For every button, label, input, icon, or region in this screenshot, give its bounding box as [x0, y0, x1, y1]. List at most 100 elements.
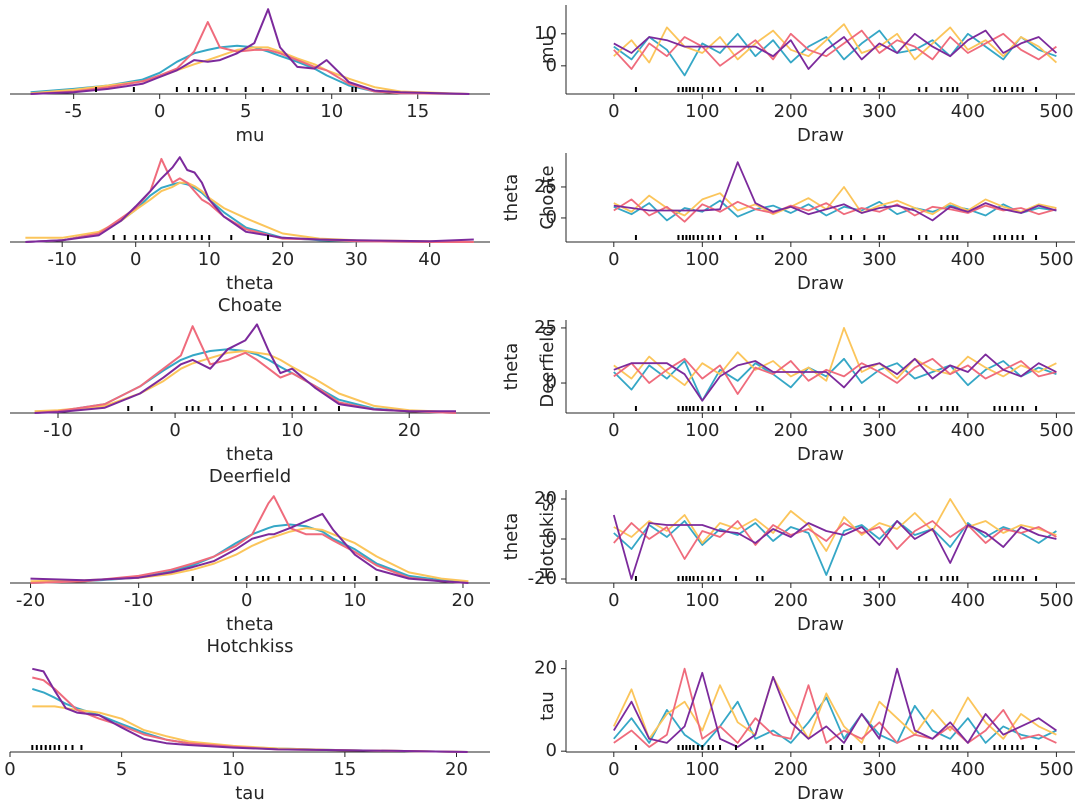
x-tick-label: 0	[608, 249, 619, 270]
y-tick-label: 0	[546, 528, 557, 549]
x-axis-label: mu	[236, 125, 265, 146]
x-tick-label: 30	[345, 249, 368, 270]
x-tick-label: 400	[951, 101, 985, 122]
chain-line	[612, 514, 1057, 580]
chain-line	[613, 161, 1057, 222]
chain-line	[25, 157, 474, 243]
chain-line	[613, 199, 1057, 222]
x-tick-label: 20	[398, 420, 421, 441]
panel: 0 100 200 300 400 500 0 25 Draw theta Choate	[501, 153, 1075, 294]
x-axis-label: Choate	[218, 295, 282, 316]
panel: -5 0 5 10 15 mu	[10, 8, 490, 146]
x-axis-label: Draw	[797, 614, 844, 635]
chain-line	[613, 29, 1058, 70]
y-tick-label: -20	[528, 568, 557, 589]
chain-line	[613, 520, 1057, 560]
x-tick-label: -10	[43, 420, 72, 441]
x-tick-label: 200	[774, 759, 808, 780]
y-tick-label: 10	[534, 23, 557, 44]
x-tick-label: 100	[685, 101, 719, 122]
chain-line	[613, 696, 1057, 748]
x-tick-label: 200	[774, 420, 808, 441]
x-axis-label: Hotchkiss	[206, 636, 293, 657]
y-tick-label: 0	[546, 207, 557, 228]
x-axis-label: Deerfield	[209, 466, 291, 487]
x-tick-label: 0	[608, 101, 619, 122]
chain-line	[613, 667, 1057, 748]
y-tick-label: 0	[546, 55, 557, 76]
panel: 0 100 200 300 400 500 0 25 Draw theta Deerfield	[501, 317, 1075, 465]
x-axis-label: Draw	[797, 273, 844, 294]
x-tick-label: 0	[608, 420, 619, 441]
y-axis-label: theta	[501, 343, 522, 391]
x-axis-label: theta	[226, 444, 274, 465]
x-tick-label: 500	[1039, 420, 1073, 441]
chain-line	[32, 705, 468, 753]
x-tick-label: 500	[1039, 590, 1073, 611]
x-tick-label: 100	[685, 249, 719, 270]
x-tick-label: 0	[4, 759, 15, 780]
y-tick-label: 0	[546, 372, 557, 393]
x-tick-label: 20	[452, 590, 475, 611]
chain-line	[30, 512, 469, 584]
x-tick-label: -5	[65, 101, 83, 122]
panel: 0 100 200 300 400 500 -20 0 20 Draw theta Hotchkiss	[501, 488, 1075, 635]
x-tick-label: 100	[685, 590, 719, 611]
x-axis-label: Draw	[797, 783, 844, 804]
x-tick-label: 400	[951, 420, 985, 441]
panel: 0 5 10 15 20 tau	[4, 667, 490, 804]
x-tick-label: 10	[343, 590, 366, 611]
chain-line	[613, 198, 1057, 223]
chain-line	[30, 44, 470, 95]
y-tick-label: 20	[534, 658, 557, 679]
x-tick-label: 100	[685, 759, 719, 780]
x-tick-label: 5	[240, 101, 251, 122]
chain-line	[613, 667, 1057, 748]
y-axis-label: Deerfield	[537, 325, 558, 407]
y-axis-label: Choate	[537, 165, 558, 229]
y-tick-label: 20	[534, 488, 557, 509]
chain-line	[613, 353, 1057, 402]
chain-line	[613, 498, 1057, 552]
x-tick-label: 500	[1039, 249, 1073, 270]
x-tick-label: 10	[320, 101, 343, 122]
x-tick-label: 300	[862, 590, 896, 611]
chain-line	[30, 21, 470, 95]
x-tick-label: 20	[271, 249, 294, 270]
x-axis-label: Draw	[797, 444, 844, 465]
x-tick-label: 15	[333, 759, 356, 780]
x-tick-label: 300	[862, 420, 896, 441]
x-tick-label: 10	[198, 249, 221, 270]
x-tick-label: 400	[951, 590, 985, 611]
chain-line	[613, 357, 1057, 395]
chain-line	[32, 667, 468, 753]
chain-line	[34, 348, 457, 414]
chain-line	[613, 520, 1057, 576]
panel: 0 100 200 300 400 500 0 10 Draw mu	[534, 5, 1075, 146]
x-tick-label: 0	[608, 759, 619, 780]
x-tick-label: -10	[47, 249, 76, 270]
chain-line	[34, 350, 457, 414]
chain-line	[613, 29, 1057, 70]
chain-line	[30, 527, 469, 583]
x-tick-label: 200	[774, 590, 808, 611]
x-tick-label: 200	[774, 249, 808, 270]
x-tick-label: -10	[124, 590, 153, 611]
x-axis-label: theta	[226, 614, 274, 635]
y-axis-label: mu	[537, 35, 558, 64]
x-tick-label: 15	[406, 101, 429, 122]
x-tick-label: 40	[418, 249, 441, 270]
x-axis-label: theta	[226, 273, 274, 294]
x-tick-label: 0	[154, 101, 165, 122]
x-tick-label: -20	[16, 590, 45, 611]
chain-line	[30, 523, 469, 584]
x-tick-label: 0	[608, 590, 619, 611]
y-axis-label: tau	[537, 691, 558, 721]
x-tick-label: 5	[116, 759, 127, 780]
x-tick-label: 400	[951, 759, 985, 780]
chain-line	[34, 323, 456, 414]
